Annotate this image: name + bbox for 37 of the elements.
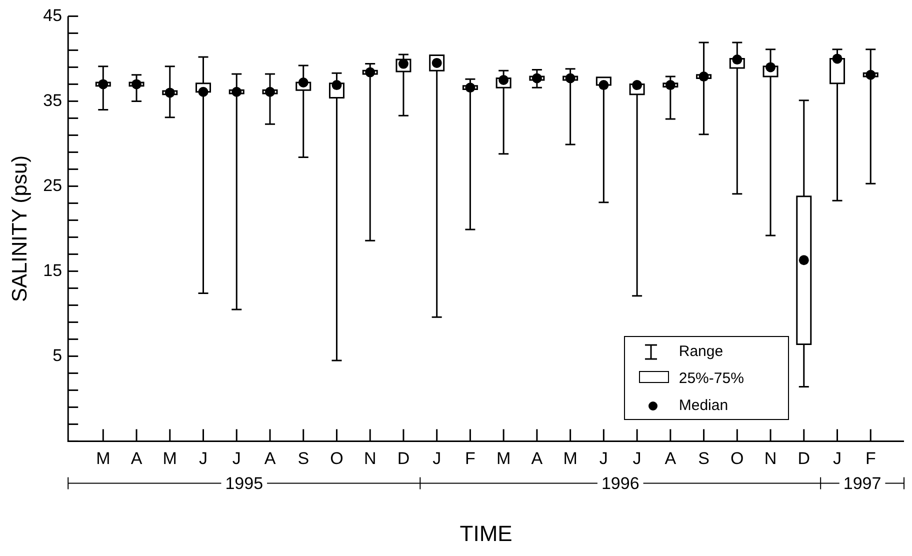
x-tick-label: O <box>330 449 344 468</box>
x-tick-label: A <box>130 449 143 468</box>
y-tick-label: 35 <box>43 90 62 110</box>
x-tick-label: A <box>664 449 677 468</box>
x-tick-label: M <box>496 449 511 468</box>
x-axis-title: TIME <box>460 520 512 546</box>
y-tick-label: 25 <box>43 176 62 195</box>
x-tick-label: S <box>698 449 710 468</box>
x-tick-label: D <box>798 449 810 468</box>
x-tick-label: J <box>232 449 241 468</box>
y-tick-label: 15 <box>43 260 62 280</box>
legend-label: Median <box>678 396 728 414</box>
x-tick-label: N <box>364 449 376 468</box>
text: 1996 <box>601 474 640 493</box>
x-tick-label: F <box>465 449 476 468</box>
y-tick-label: 45 <box>43 6 62 25</box>
x-tick-label: A <box>264 449 276 468</box>
y-axis-title: SALINITY (psu) <box>8 155 32 302</box>
annotation: 25%-75% <box>678 370 744 387</box>
x-tick-label: A <box>531 449 544 468</box>
x-tick-label: J <box>833 449 842 468</box>
text: 1995 <box>225 474 264 493</box>
x-tick-label: S <box>298 449 310 468</box>
text: 1997 <box>843 474 882 493</box>
x-tick-label: N <box>764 449 777 468</box>
x-tick-label: M <box>162 449 177 468</box>
y-tick-label: 5 <box>52 346 62 365</box>
x-tick-label: M <box>563 449 578 468</box>
x-tick-label: D <box>397 449 410 468</box>
x-tick-label: F <box>865 449 876 468</box>
x-tick-label: J <box>432 449 442 468</box>
x-tick-label: J <box>599 449 608 468</box>
x-tick-label: M <box>96 449 110 468</box>
annotation: Range <box>678 342 724 360</box>
x-tick-label: J <box>199 449 208 468</box>
x-tick-label: J <box>632 449 642 468</box>
x-tick-label: O <box>730 449 744 468</box>
